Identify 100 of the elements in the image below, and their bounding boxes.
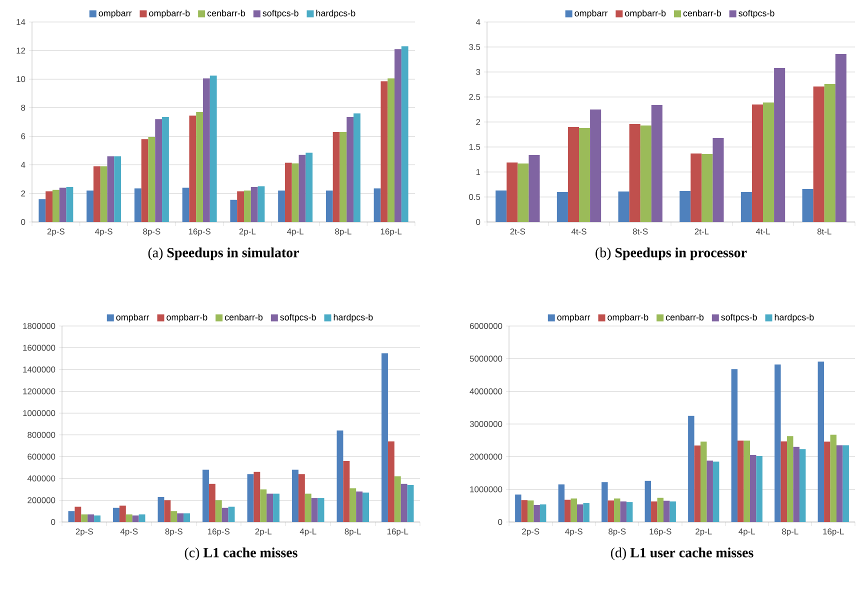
bar xyxy=(346,116,354,222)
y-tick-label: 0 xyxy=(476,219,480,225)
legend-label: softpcs-b xyxy=(262,10,298,18)
bar xyxy=(100,166,108,222)
y-tick-label: 1.5 xyxy=(469,144,480,150)
bar xyxy=(38,199,46,222)
y-tick-label: 800000 xyxy=(28,432,56,438)
legend-label: ompbarr xyxy=(574,10,608,18)
legend-label: hardpcs-b xyxy=(774,314,814,322)
bar xyxy=(564,500,571,522)
bar xyxy=(614,498,620,522)
bar xyxy=(292,163,299,222)
x-tick-label: 8p-S xyxy=(608,528,626,536)
bar xyxy=(68,511,75,522)
bar xyxy=(158,496,164,522)
bar xyxy=(266,494,274,522)
bar xyxy=(59,188,66,222)
legend-label: softpcs-b xyxy=(721,314,757,322)
bar xyxy=(836,445,843,522)
y-tick-label: 1800000 xyxy=(23,323,56,329)
legend-label: ompbarr-b xyxy=(608,314,648,322)
y-tick-label: 1600000 xyxy=(23,344,56,351)
bar xyxy=(657,498,664,522)
bar xyxy=(830,434,836,522)
bar xyxy=(132,515,139,522)
y-tick-label: 1400000 xyxy=(23,366,56,373)
y-tick-label: 0.5 xyxy=(469,194,480,200)
bar xyxy=(113,508,120,522)
x-tick-label: 4p-S xyxy=(565,528,582,536)
bar xyxy=(400,484,408,522)
legend-label: ompbarr xyxy=(98,10,132,18)
bar xyxy=(119,506,126,522)
bar xyxy=(620,501,626,522)
bar xyxy=(626,502,633,522)
bar xyxy=(196,112,204,222)
bar xyxy=(521,500,528,522)
bar xyxy=(774,364,781,522)
bar xyxy=(842,445,849,522)
bar xyxy=(354,113,360,222)
bar xyxy=(540,504,546,522)
x-tick-label: 4p-L xyxy=(300,528,316,536)
bar xyxy=(528,154,540,222)
bar xyxy=(702,154,713,222)
bar xyxy=(528,500,534,522)
x-tick-label: 2p-L xyxy=(255,528,272,536)
bar xyxy=(184,513,190,522)
x-tick-label: 8p-L xyxy=(344,528,362,536)
bar xyxy=(237,191,244,222)
bar xyxy=(210,76,217,222)
bar xyxy=(608,500,614,522)
legend-label: cenbarr-b xyxy=(207,10,246,16)
x-tick-label: 16p-L xyxy=(823,528,844,536)
bar xyxy=(738,440,744,522)
bar xyxy=(618,191,630,222)
bar xyxy=(694,446,701,522)
y-tick-label: 2000000 xyxy=(470,454,502,460)
bar xyxy=(374,188,381,222)
bar xyxy=(680,190,691,222)
bar xyxy=(162,116,169,222)
bar xyxy=(208,484,216,522)
y-tick-label: 2 xyxy=(21,190,26,196)
bar xyxy=(750,455,756,522)
y-tick-label: 4 xyxy=(20,162,26,168)
legend-label: cenbarr-b xyxy=(666,314,704,320)
x-tick-label: 4p-S xyxy=(95,228,112,236)
y-tick-label: 600000 xyxy=(28,454,56,460)
bar xyxy=(247,474,254,522)
legend-label: cenbarr-b xyxy=(224,314,263,320)
bar xyxy=(292,470,298,522)
bar xyxy=(318,498,324,522)
y-tick-label: 6 xyxy=(21,133,26,140)
x-tick-label: 8t-S xyxy=(632,228,648,234)
bar xyxy=(86,190,94,222)
bar xyxy=(756,456,762,522)
y-tick-label: 8 xyxy=(21,104,26,111)
bar xyxy=(394,49,402,222)
x-tick-label: 4t-S xyxy=(571,228,586,234)
bar xyxy=(824,442,830,522)
bar xyxy=(576,504,584,522)
bar xyxy=(670,501,676,522)
bar xyxy=(388,78,395,222)
x-tick-label: 4p-S xyxy=(120,528,138,536)
bar xyxy=(802,188,814,222)
bar xyxy=(298,474,305,522)
bar xyxy=(496,190,507,222)
bar xyxy=(306,152,313,222)
y-tick-label: 1000000 xyxy=(23,410,56,416)
bar xyxy=(134,188,142,222)
y-tick-label: 4 xyxy=(476,19,480,25)
bar xyxy=(304,494,312,522)
bar xyxy=(774,68,786,222)
y-tick-label: 0 xyxy=(51,519,56,525)
bar xyxy=(52,190,60,222)
bar xyxy=(107,156,114,222)
x-tick-label: 2p-S xyxy=(76,528,93,536)
y-tick-label: 0 xyxy=(21,219,26,225)
legend-label: ompbarr-b xyxy=(625,10,666,18)
bar xyxy=(148,136,156,222)
bar xyxy=(556,192,568,222)
y-tick-label: 0 xyxy=(498,519,502,525)
